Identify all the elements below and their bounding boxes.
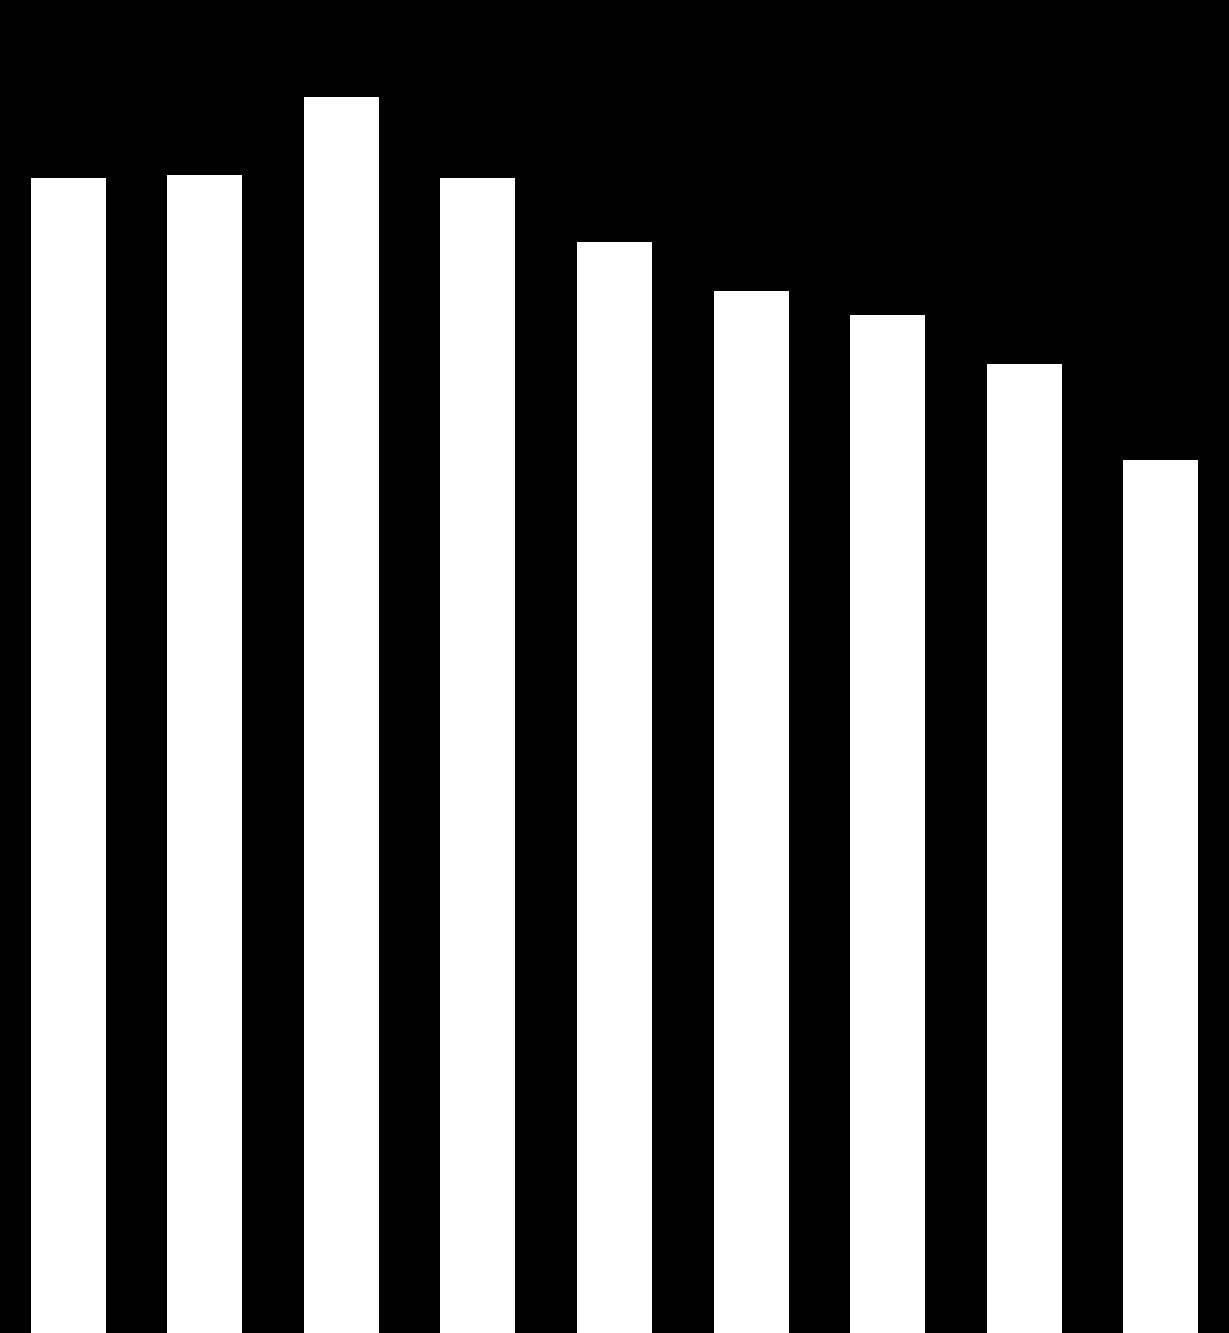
Bar (440, 179, 515, 1333)
Bar (31, 177, 106, 1333)
Bar (1123, 460, 1198, 1333)
Bar (714, 291, 789, 1333)
Bar (304, 97, 379, 1333)
Bar (576, 243, 653, 1333)
Bar (167, 175, 242, 1333)
Bar (850, 315, 925, 1333)
Bar (987, 364, 1062, 1333)
